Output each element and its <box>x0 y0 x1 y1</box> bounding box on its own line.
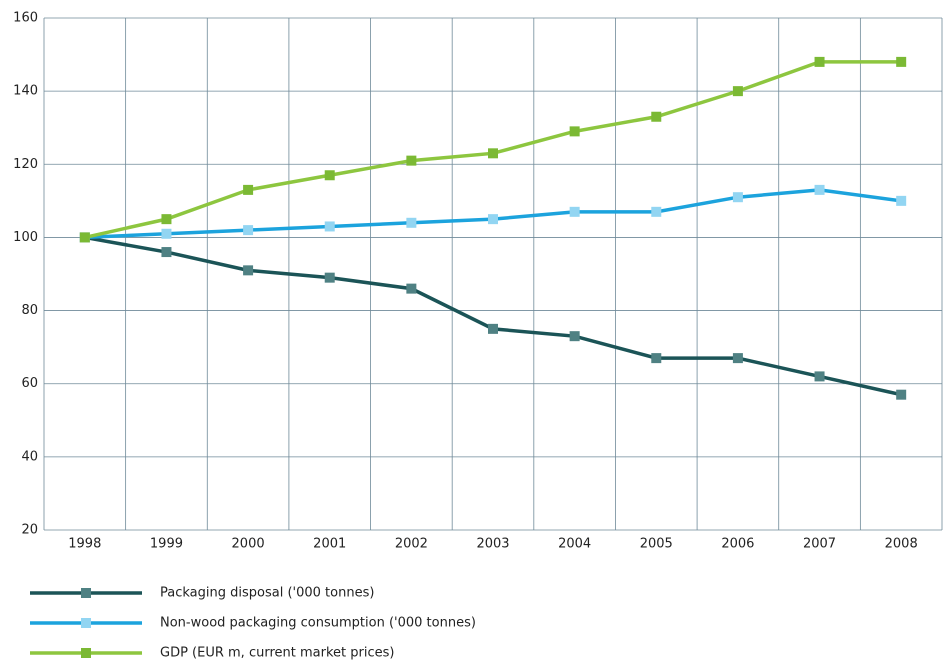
y-tick-label: 140 <box>13 84 38 99</box>
series-marker <box>814 56 825 67</box>
series-marker <box>896 195 907 206</box>
x-tick-label: 1998 <box>68 537 101 552</box>
series-marker <box>896 389 907 400</box>
series-marker <box>569 126 580 137</box>
series-marker <box>243 265 254 276</box>
series-marker <box>406 155 417 166</box>
y-tick-label: 160 <box>13 11 38 26</box>
series-marker <box>488 323 498 334</box>
series-marker <box>406 217 417 228</box>
series-marker <box>406 283 417 294</box>
x-tick-label: 2008 <box>885 537 918 552</box>
y-tick-label: 120 <box>13 157 38 172</box>
series-marker <box>324 221 335 232</box>
series-marker <box>651 111 662 122</box>
y-tick-label: 20 <box>21 523 38 538</box>
series-marker <box>161 247 172 258</box>
series-marker <box>651 353 662 364</box>
series-marker <box>79 232 90 243</box>
series-marker <box>324 170 335 181</box>
series-marker <box>488 148 498 159</box>
legend-marker <box>81 618 91 628</box>
x-tick-label: 2001 <box>313 537 346 552</box>
series-marker <box>732 86 743 97</box>
x-tick-label: 1999 <box>150 537 183 552</box>
series-marker <box>651 206 662 217</box>
series-marker <box>569 331 580 342</box>
series-marker <box>569 206 580 217</box>
legend-marker <box>81 648 91 658</box>
y-tick-label: 60 <box>21 376 38 391</box>
series-marker <box>488 214 498 225</box>
y-tick-label: 100 <box>13 230 38 245</box>
series-marker <box>814 184 825 195</box>
legend-label: Packaging disposal ('000 tonnes) <box>160 586 374 601</box>
x-tick-label: 2005 <box>640 537 673 552</box>
legend-marker <box>81 588 91 598</box>
x-tick-label: 2003 <box>476 537 509 552</box>
series-marker <box>732 192 743 203</box>
y-tick-label: 40 <box>21 449 38 464</box>
series-marker <box>243 184 254 195</box>
y-tick-label: 80 <box>21 303 38 318</box>
series-marker <box>896 56 907 67</box>
x-tick-label: 2002 <box>395 537 428 552</box>
series-marker <box>324 272 335 283</box>
series-marker <box>161 214 172 225</box>
series-marker <box>243 225 254 236</box>
series-marker <box>161 228 172 239</box>
series-marker <box>814 371 825 382</box>
x-tick-label: 2004 <box>558 537 591 552</box>
legend-label: GDP (EUR m, current market prices) <box>160 646 394 661</box>
legend-label: Non-wood packaging consumption ('000 ton… <box>160 616 476 631</box>
series-marker <box>732 353 743 364</box>
x-tick-label: 2007 <box>803 537 836 552</box>
x-tick-label: 2000 <box>232 537 265 552</box>
x-tick-label: 2006 <box>721 537 754 552</box>
